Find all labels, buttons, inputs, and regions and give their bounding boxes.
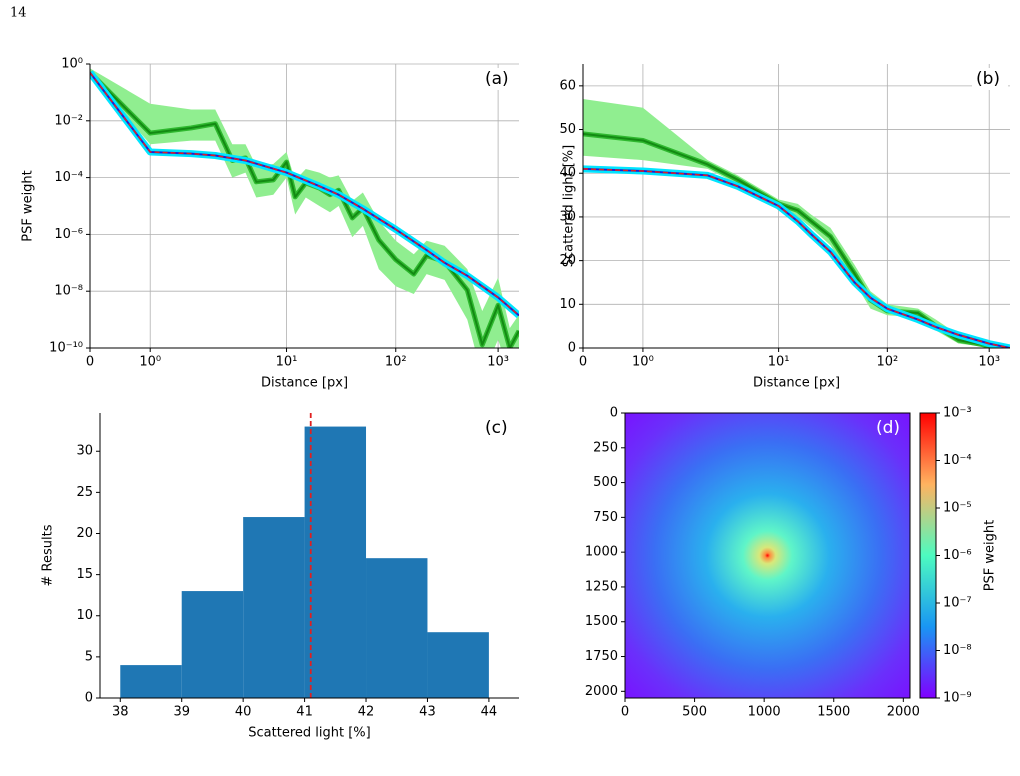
y-tick-label: 5: [85, 649, 93, 664]
series-line: [583, 167, 1010, 348]
x-tick-label: 38: [112, 705, 129, 720]
colorbar-tick-label: 10⁻⁴: [943, 453, 972, 468]
x-tick-label: 44: [481, 705, 498, 720]
uncertainty-band: [90, 68, 519, 348]
uncertainty-band: [583, 98, 1010, 348]
x-tick-label: 0: [621, 705, 629, 720]
x-tick-label: 10³: [978, 355, 1000, 370]
x-tick-label: 1500: [817, 705, 850, 720]
panel-label: (c): [485, 418, 508, 438]
colorbar-tick-label: 10⁻⁷: [943, 596, 972, 611]
y-tick-label: 10⁻¹⁰: [49, 341, 83, 356]
x-tick-label: 39: [173, 705, 190, 720]
y-tick-label: 1000: [585, 545, 618, 560]
x-axis-label: Distance [px]: [753, 376, 840, 391]
x-tick-label: 10⁰: [139, 355, 161, 370]
y-tick-label: 500: [593, 475, 618, 490]
x-tick-label: 1000: [748, 705, 781, 720]
x-tick-label: 10²: [385, 355, 407, 370]
y-axis-label: # Results: [41, 524, 56, 586]
y-tick-label: 40: [559, 166, 576, 181]
bar: [181, 591, 244, 698]
y-tick-label: 50: [559, 122, 576, 137]
plot-area: [120, 413, 489, 698]
bar: [427, 632, 489, 698]
x-tick-label: 10¹: [768, 355, 790, 370]
y-tick-label: 10: [76, 608, 93, 623]
x-tick-label: 42: [358, 705, 375, 720]
x-axis-label: Distance [px]: [261, 376, 348, 391]
colorbar-tick-label: 10⁻³: [943, 406, 972, 421]
panel-label: (b): [976, 69, 1000, 89]
y-tick-label: 1500: [585, 614, 618, 629]
y-tick-label: 10⁻²: [54, 113, 83, 128]
panel-label-box: [481, 68, 517, 90]
x-tick-label: 10³: [487, 355, 509, 370]
colorbar-label: PSF weight: [983, 520, 998, 592]
y-tick-label: 10⁻⁶: [54, 227, 83, 242]
panel: 0 10⁰ 10¹ 10² 10³ 0 10 20 30 40 50 60 Distance [px] S…: [559, 64, 1010, 391]
y-tick-label: 30: [76, 444, 93, 459]
plot-area: [583, 98, 1010, 348]
bar: [243, 517, 305, 698]
y-tick-label: 15: [76, 567, 93, 582]
y-tick-label: 10⁻⁴: [54, 170, 83, 185]
colorbar-tick-label: 10⁻⁸: [943, 643, 972, 658]
y-tick-label: 10: [559, 297, 576, 312]
y-tick-label: 10⁰: [61, 57, 83, 72]
plot-area: [90, 68, 519, 348]
y-tick-label: 20: [559, 253, 576, 268]
y-tick-label: 750: [593, 510, 618, 525]
x-tick-label: 0: [579, 355, 587, 370]
y-tick-label: 0: [568, 341, 576, 356]
colorbar-tick-label: 10⁻⁵: [943, 501, 972, 516]
y-tick-label: 25: [76, 485, 93, 500]
x-tick-label: 500: [682, 705, 707, 720]
series-line: [583, 132, 1010, 348]
x-tick-label: 41: [296, 705, 313, 720]
panel: 38 39 40 41 42 43 44 0 5 10 15 20 25 30 Scattered ligh…: [41, 413, 519, 741]
series-line: [583, 168, 1010, 348]
panel: 0 10⁰ 10¹ 10² 10³ 10⁻¹⁰ 10⁻⁸ 10⁻⁶ 10⁻⁴ 10⁻² 10⁰ Dis…: [21, 57, 519, 391]
colorbar-tick-label: 10⁻⁶: [943, 548, 972, 563]
y-axis-label: PSF weight: [21, 170, 36, 242]
psf-image: [625, 413, 910, 698]
y-tick-label: 30: [559, 209, 576, 224]
x-tick-label: 10¹: [276, 355, 298, 370]
bar: [120, 665, 182, 698]
panel-label: (a): [485, 69, 509, 89]
x-tick-label: 0: [86, 355, 94, 370]
colorbar: [919, 412, 937, 699]
y-tick-label: 20: [76, 526, 93, 541]
y-tick-label: 1250: [585, 579, 618, 594]
panel-label-box: [481, 417, 517, 439]
y-axis-label: Scattered light [%]: [562, 145, 577, 267]
bar: [366, 558, 428, 698]
axes-frame: [624, 412, 911, 699]
y-tick-label: 2000: [585, 684, 618, 699]
series-halo: [583, 165, 1010, 348]
y-tick-label: 1750: [585, 649, 618, 664]
plot-area: [625, 413, 910, 698]
x-tick-label: 10⁰: [632, 355, 654, 370]
series-line: [90, 72, 519, 317]
y-tick-label: 10⁻⁸: [54, 284, 83, 299]
y-tick-label: 250: [593, 440, 618, 455]
y-tick-label: 0: [610, 406, 618, 421]
x-axis-label: Scattered light [%]: [248, 726, 370, 741]
panel-label-box: [972, 68, 1008, 90]
panel: 10⁻⁹ 10⁻⁸ 10⁻⁷ 10⁻⁶ 10⁻⁵ 10⁻⁴ 10⁻³ PSF weight 0 5…: [585, 406, 998, 720]
x-tick-label: 40: [235, 705, 252, 720]
x-tick-label: 10²: [876, 355, 898, 370]
x-tick-label: 2000: [887, 705, 920, 720]
page-number: 14: [10, 6, 27, 21]
colorbar-tick-label: 10⁻⁹: [943, 691, 972, 706]
x-tick-label: 43: [419, 705, 436, 720]
y-tick-label: 60: [559, 78, 576, 93]
y-tick-label: 0: [85, 691, 93, 706]
bar: [304, 426, 367, 698]
series-halo: [583, 131, 1010, 348]
panel-label: (d): [876, 418, 900, 438]
